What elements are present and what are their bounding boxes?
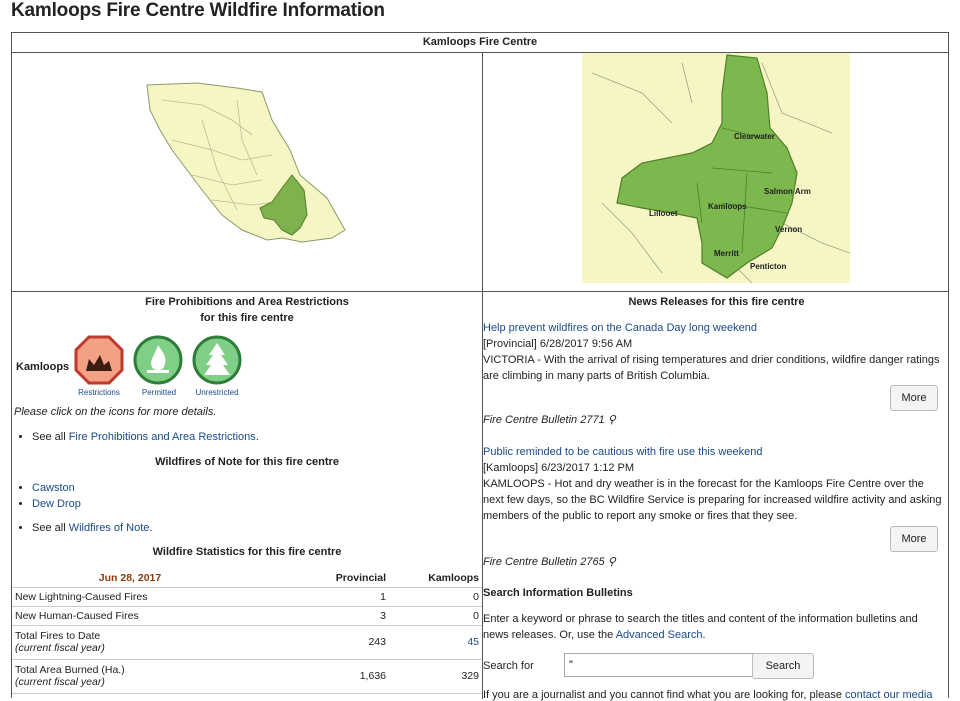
news-headline-link[interactable]: Public reminded to be cautious with fire… (483, 446, 763, 458)
map-label-kamloops: Kamloops (708, 202, 747, 211)
stats-row-prov: 1 (248, 587, 389, 607)
fire-prohibitions-link[interactable]: Fire Prohibitions and Area Restrictions (68, 431, 256, 443)
map-label-lillooet: Lillooet (649, 209, 678, 218)
search-button[interactable]: Search (752, 653, 814, 679)
news-body: VICTORIA - With the arrival of rising te… (483, 354, 940, 382)
unrestricted-label[interactable]: Unrestricted (195, 388, 239, 397)
page-title: Kamloops Fire Centre Wildfire Informatio… (11, 0, 385, 21)
prohibitions-region: Kamloops (16, 361, 70, 373)
news-item-2: Public reminded to be cautious with fire… (483, 444, 943, 524)
search-label: Search for (483, 660, 534, 672)
search-desc-text: Enter a keyword or phrase to search the … (483, 613, 918, 641)
stats-table: Jun 28, 2017 Provincial Kamloops New Lig… (12, 569, 482, 694)
search-desc-suffix: . (702, 629, 706, 641)
map-label-clearwater: Clearwater (734, 132, 775, 141)
permitted-label[interactable]: Permitted (141, 388, 177, 397)
stats-row-label: New Lightning-Caused Fires (12, 587, 248, 607)
unrestricted-icon[interactable] (192, 335, 242, 385)
stats-row-title: Total Area Burned (Ha.) (15, 664, 125, 676)
wildfires-of-note-link[interactable]: Wildfires of Note (68, 522, 150, 534)
prohibitions-title-line2: for this fire centre (200, 312, 294, 324)
bulletin-text: Fire Centre Bulletin 2765 (483, 556, 605, 568)
map-label-vernon: Vernon (775, 225, 802, 234)
click-icons-note: Please click on the icons for more detai… (14, 406, 217, 418)
stats-col-provincial: Provincial (248, 569, 389, 588)
stats-date: Jun 28, 2017 (12, 569, 248, 588)
table-row: New Lightning-Caused Fires 1 0 (12, 587, 482, 607)
media-contact-link[interactable]: contact our media (845, 689, 933, 701)
stats-row-kam[interactable]: 45 (389, 625, 482, 660)
news-item-1: Help prevent wildfires on the Canada Day… (483, 320, 943, 384)
kamloops-region-highlight (259, 174, 308, 236)
stats-row-label: New Human-Caused Fires (12, 606, 248, 626)
restrictions-label[interactable]: Restrictions (78, 388, 120, 397)
prohibitions-title-line1: Fire Prohibitions and Area Restrictions (145, 296, 349, 308)
stats-row-label: Total Area Burned (Ha.) (current fiscal y… (12, 659, 248, 694)
see-all-suffix: . (255, 431, 259, 443)
map-label-merritt: Merritt (714, 249, 739, 258)
search-footer: If you are a journalist and you cannot f… (483, 689, 945, 701)
news-meta: [Kamloops] 6/23/2017 1:12 PM (483, 462, 635, 474)
wildfire-link-cawston[interactable]: Cawston (32, 482, 75, 494)
table-row: Total Fires to Date (current fiscal year)… (12, 625, 482, 660)
magnifier-icon: ⚲ (607, 414, 616, 426)
news-more-button-2[interactable]: More (890, 526, 938, 552)
stats-row-prov: 243 (248, 625, 389, 660)
permitted-icon[interactable] (133, 335, 183, 385)
stats-header-row: Jun 28, 2017 Provincial Kamloops (12, 569, 482, 588)
stats-row-kam: 0 (389, 587, 482, 607)
stats-row-kam: 0 (389, 606, 482, 626)
stats-row-title: Total Fires to Date (15, 630, 101, 642)
wildfire-link-dew-drop[interactable]: Dew Drop (32, 498, 81, 510)
stats-row-prov: 1,636 (248, 659, 389, 694)
table-row: New Human-Caused Fires 3 0 (12, 606, 482, 626)
bulletin-link-2[interactable]: Fire Centre Bulletin 2765 ⚲ (483, 555, 616, 568)
column-divider (482, 52, 483, 699)
bulletin-text: Fire Centre Bulletin 2771 (483, 414, 605, 426)
stats-row-prov: 3 (248, 606, 389, 626)
news-body: KAMLOOPS - Hot and dry weather is in the… (483, 478, 942, 522)
fire-centre-panel: Kamloops Fire Centre Clearwater Salmon A… (11, 32, 949, 701)
search-input[interactable] (564, 653, 754, 677)
magnifier-icon: ⚲ (607, 556, 616, 568)
news-meta: [Provincial] 6/28/2017 9:56 AM (483, 338, 633, 350)
stats-col-kamloops: Kamloops (389, 569, 482, 588)
news-more-button-1[interactable]: More (890, 385, 938, 411)
advanced-search-link[interactable]: Advanced Search (615, 629, 703, 641)
row-divider (12, 291, 948, 292)
map-label-penticton: Penticton (750, 262, 787, 271)
wildfires-see-all: See all Wildfires of Note. (14, 522, 152, 534)
map-label-salmon-arm: Salmon Arm (764, 187, 811, 196)
stats-row-sub: (current fiscal year) (15, 676, 105, 688)
restrictions-icon[interactable] (74, 335, 124, 385)
search-description: Enter a keyword or phrase to search the … (483, 611, 945, 643)
bulletin-link-1[interactable]: Fire Centre Bulletin 2771 ⚲ (483, 413, 616, 426)
wildfires-title: Wildfires of Note for this fire centre (155, 456, 339, 468)
stats-row-label: Total Fires to Date (current fiscal year) (12, 625, 248, 660)
search-title: Search Information Bulletins (483, 587, 633, 599)
news-title: News Releases for this fire centre (628, 296, 805, 308)
news-headline-link[interactable]: Help prevent wildfires on the Canada Day… (483, 322, 757, 334)
stats-row-kam: 329 (389, 659, 482, 694)
wildfires-see-all-suffix: . (149, 522, 153, 534)
prohibitions-title: Fire Prohibitions and Area Restrictions … (12, 294, 482, 326)
panel-header: Kamloops Fire Centre (12, 33, 948, 53)
wildfires-list: Cawston Dew Drop (14, 480, 81, 512)
kamloops-region-map[interactable]: Clearwater Salmon Arm Kamloops Lillooet … (582, 53, 850, 283)
table-row: Total Area Burned (Ha.) (current fiscal y… (12, 659, 482, 694)
stats-title: Wildfire Statistics for this fire centre (152, 546, 342, 558)
search-footer-text: If you are a journalist and you cannot f… (483, 689, 846, 701)
prohibitions-see-all: See all Fire Prohibitions and Area Restr… (14, 431, 259, 443)
stats-row-sub: (current fiscal year) (15, 642, 105, 654)
see-all-prefix: See all (32, 431, 69, 443)
wildfires-see-all-prefix: See all (32, 522, 69, 534)
bc-overview-map[interactable] (142, 80, 347, 250)
